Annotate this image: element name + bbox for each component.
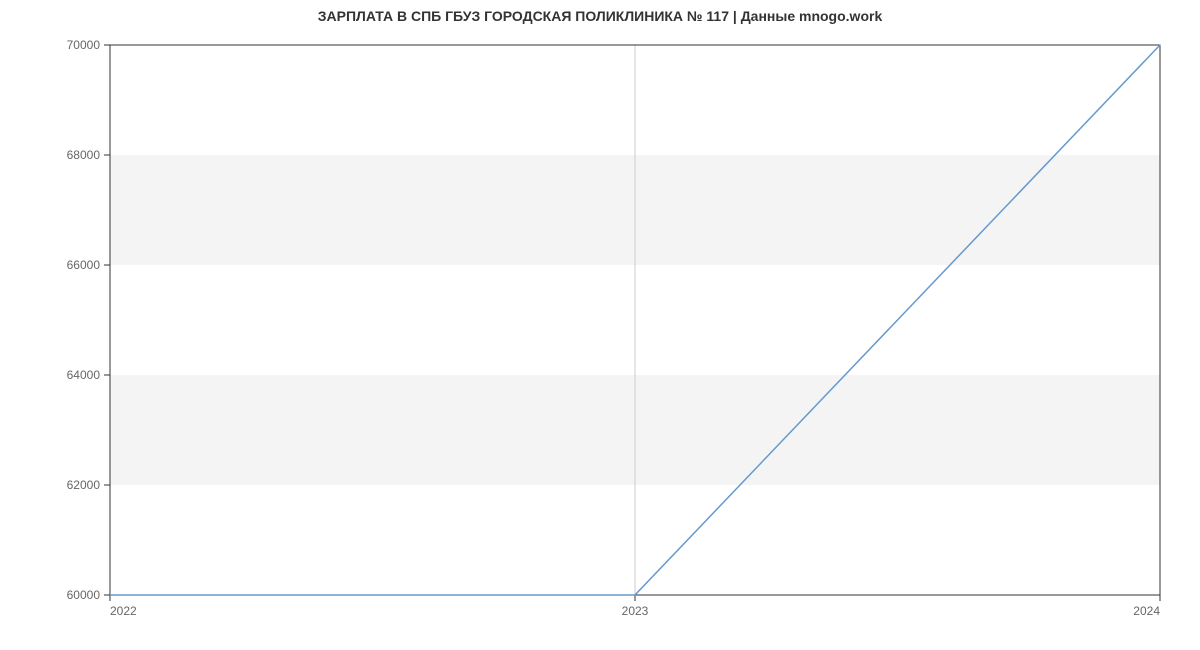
chart-container: ЗАРПЛАТА В СПБ ГБУЗ ГОРОДСКАЯ ПОЛИКЛИНИК… (0, 0, 1200, 650)
y-tick-label: 70000 (67, 38, 101, 52)
y-tick-label: 64000 (67, 368, 101, 382)
x-tick-label: 2023 (622, 604, 649, 618)
y-tick-label: 62000 (67, 478, 101, 492)
chart-svg: 60000 62000 64000 66000 68000 70000 2022 2023 20… (0, 0, 1200, 650)
x-tick-label: 2022 (110, 604, 137, 618)
y-tick-label: 68000 (67, 148, 101, 162)
x-tick-label: 2024 (1133, 604, 1160, 618)
y-tick-label: 66000 (67, 258, 101, 272)
y-tick-label: 60000 (67, 588, 101, 602)
